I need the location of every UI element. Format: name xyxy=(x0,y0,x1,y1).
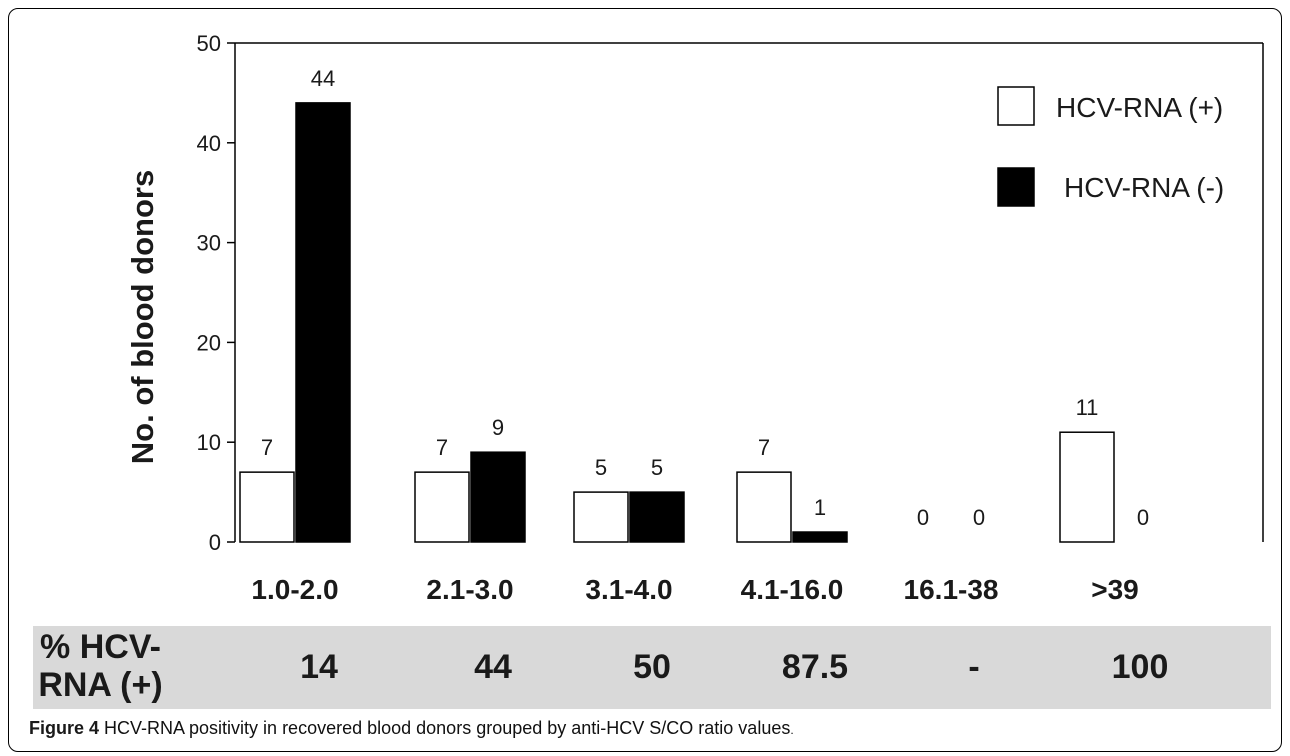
data-label: 5 xyxy=(651,455,663,480)
percent-positive-row-label: % HCV- RNA (+) xyxy=(33,628,168,704)
percent-positive-value: 14 xyxy=(300,648,338,686)
percent-positive-value: 100 xyxy=(1111,648,1169,686)
percent-positive-value: 50 xyxy=(633,648,671,686)
figure-caption: Figure 4 HCV-RNA positivity in recovered… xyxy=(29,718,794,739)
figure-frame: No. of blood donors 0 10 20 30 40 50 7 44 7 9 5 5 7… xyxy=(8,8,1282,752)
bar xyxy=(295,102,351,543)
bar xyxy=(792,531,848,543)
bar xyxy=(736,471,792,543)
legend-label-hcv-rna-negative: HCV-RNA (-) xyxy=(1064,172,1224,203)
legend-swatch-hcv-rna-positive xyxy=(997,86,1035,126)
bar xyxy=(629,491,685,543)
bar xyxy=(414,471,470,543)
bar xyxy=(1059,431,1115,543)
data-label: 7 xyxy=(758,435,770,460)
percent-positive-value: 87.5 xyxy=(781,648,849,686)
percent-positive-row: % HCV- RNA (+) 14 44 50 87.5 - 100 xyxy=(33,626,1271,709)
data-label: 7 xyxy=(436,435,448,460)
category-label: 1.0-2.0 xyxy=(251,574,338,605)
data-label: 1 xyxy=(814,495,826,520)
caption-text: HCV-RNA positivity in recovered blood do… xyxy=(99,718,791,738)
y-tick-label: 10 xyxy=(197,430,221,455)
category-label: 2.1-3.0 xyxy=(426,574,513,605)
percent-positive-label-line2: RNA (+) xyxy=(38,666,163,704)
legend-swatch-hcv-rna-negative xyxy=(997,167,1035,207)
y-axis-label: No. of blood donors xyxy=(125,170,160,464)
bar xyxy=(470,451,526,543)
data-label: 0 xyxy=(973,505,985,530)
data-label: 44 xyxy=(311,66,335,91)
y-ticks: 0 10 20 30 40 50 xyxy=(197,31,235,555)
category-label: 16.1-38 xyxy=(904,574,999,605)
category-label: 3.1-4.0 xyxy=(585,574,672,605)
y-tick-label: 40 xyxy=(197,131,221,156)
data-label: 7 xyxy=(261,435,273,460)
percent-positive-value: - xyxy=(968,648,980,686)
category-label: 4.1-16.0 xyxy=(741,574,844,605)
figure-number: Figure 4 xyxy=(29,718,100,738)
percent-positive-value: 44 xyxy=(474,648,512,686)
plot-axes xyxy=(234,42,1264,542)
legend: HCV-RNA (+) HCV-RNA (-) xyxy=(997,86,1224,207)
data-label: 0 xyxy=(1137,505,1149,530)
category-label: >39 xyxy=(1091,574,1139,605)
y-tick-label: 30 xyxy=(197,231,221,256)
y-tick-label: 20 xyxy=(197,330,221,355)
legend-label-hcv-rna-positive: HCV-RNA (+) xyxy=(1056,92,1223,123)
data-labels: 7 44 7 9 5 5 7 1 0 0 11 0 xyxy=(261,66,1149,530)
category-labels: 1.0-2.0 2.1-3.0 3.1-4.0 4.1-16.0 16.1-38 >39 xyxy=(251,574,1138,605)
bar xyxy=(239,471,295,543)
y-tick-label: 50 xyxy=(197,31,221,56)
data-label: 0 xyxy=(917,505,929,530)
bars xyxy=(239,102,1115,543)
data-label: 9 xyxy=(492,415,504,440)
bar xyxy=(573,491,629,543)
data-label: 5 xyxy=(595,455,607,480)
percent-positive-label-line1: % HCV- xyxy=(40,628,161,666)
caption-end: . xyxy=(790,723,794,737)
data-label: 11 xyxy=(1076,395,1099,420)
y-tick-label: 0 xyxy=(209,530,221,555)
